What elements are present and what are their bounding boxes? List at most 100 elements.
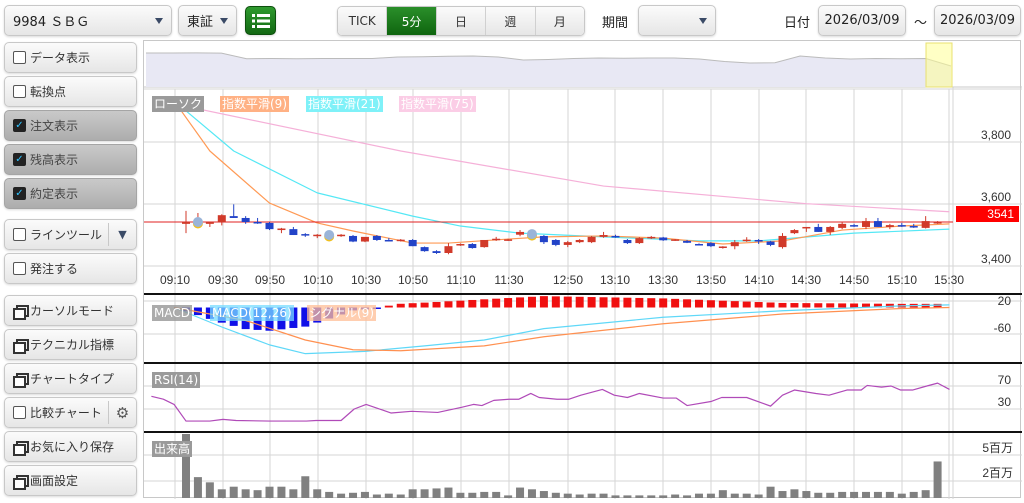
sidebar-item-label: 画面設定	[30, 474, 79, 488]
execution-marker	[192, 217, 203, 227]
chart-area[interactable]: 09:10 09:30 09:50 10:10 10:30 10:50 11:10 11:30…	[143, 40, 1022, 499]
volume-bar	[360, 491, 369, 498]
date-from-input[interactable]: 2026/03/09	[818, 5, 906, 36]
volume-bar	[289, 489, 298, 498]
toggle-execution-display[interactable]: ✓ 約定表示	[4, 178, 137, 209]
macd-histogram-bar	[826, 303, 835, 308]
line-tool-dropdown-icon[interactable]: ▼	[108, 223, 136, 246]
x-tick-label: 12:50	[553, 273, 583, 287]
candle-body	[814, 226, 823, 232]
checkbox-icon	[13, 262, 26, 275]
save-favorite-button[interactable]: お気に入り保存	[4, 431, 137, 462]
volume-bar	[921, 490, 930, 498]
candle-body	[599, 235, 608, 237]
volume-bar	[706, 493, 715, 498]
candle-body	[683, 240, 692, 243]
legend-rsi: RSI(14)	[152, 372, 201, 388]
volume-bar	[205, 482, 214, 498]
screen-settings-button[interactable]: 画面設定	[4, 465, 137, 496]
toggle-place-order[interactable]: 発注する	[4, 253, 137, 284]
date-to-input[interactable]: 2026/03/09	[934, 5, 1021, 36]
ema75-line	[173, 103, 950, 213]
toggle-compare-chart[interactable]: 比較チャート ⚙	[4, 397, 137, 428]
macd-histogram-bar	[539, 296, 548, 308]
rsi-tick-label: 70	[998, 373, 1012, 387]
candle-body	[265, 222, 274, 230]
legend-ema9: 指数平滑(9)	[220, 96, 289, 112]
candle-body	[838, 223, 847, 228]
symbol-select[interactable]: 9984 ＳＢＧ	[4, 5, 172, 36]
sidebar-item-label: 転換点	[30, 85, 67, 99]
legend-signal: シグナル(9)	[307, 305, 376, 321]
toggle-turning-points[interactable]: 転換点	[4, 76, 137, 107]
volume-bar	[778, 491, 787, 498]
volume-bar	[325, 491, 334, 498]
x-tick-label: 10:30	[351, 273, 381, 287]
macd-histogram-bar	[408, 303, 417, 308]
candle-body	[277, 228, 286, 231]
x-tick-label: 10:10	[303, 273, 333, 287]
sidebar-item-label: 注文表示	[30, 119, 79, 133]
current-price-label: 3541	[987, 207, 1014, 221]
tab-week[interactable]: 週	[486, 7, 536, 35]
tab-tick[interactable]: TICK	[338, 7, 388, 35]
navigator[interactable]	[146, 42, 953, 88]
volume-bar	[492, 491, 501, 498]
macd-histogram-bar	[611, 297, 620, 308]
sidebar-item-label: カーソルモード	[30, 304, 115, 318]
macd-histogram-bar	[659, 298, 668, 308]
toggle-order-display[interactable]: ✓ 注文表示	[4, 110, 137, 141]
candle-body	[790, 230, 799, 234]
volume-bar	[683, 495, 692, 498]
macd-histogram-bar	[766, 302, 775, 308]
technical-indicators-button[interactable]: テクニカル指標	[4, 329, 137, 360]
macd-histogram-bar	[862, 303, 871, 308]
volume-bar	[265, 486, 274, 498]
sidebar-item-label: テクニカル指標	[30, 338, 115, 352]
tab-5min[interactable]: 5分	[387, 7, 437, 35]
macd-histogram-bar	[647, 298, 656, 308]
toggle-data-display[interactable]: データ表示	[4, 42, 137, 73]
macd-histogram-bar	[384, 305, 393, 308]
macd-histogram-bar	[623, 297, 632, 308]
volume-bar	[456, 492, 465, 498]
tab-month[interactable]: 月	[535, 7, 584, 35]
macd-histogram-bar	[516, 297, 525, 308]
tab-day[interactable]: 日	[436, 7, 487, 35]
macd-histogram-bar	[301, 307, 310, 327]
toggle-position-display[interactable]: ✓ 残高表示	[4, 144, 137, 175]
sidebar-item-label: 比較チャート	[30, 406, 102, 420]
candle-body	[718, 246, 727, 248]
period-select[interactable]	[638, 5, 716, 36]
window-icon	[13, 474, 29, 490]
chart-type-button[interactable]: チャートタイプ	[4, 363, 137, 394]
navigator-window-handle[interactable]	[925, 42, 953, 88]
candle-body	[217, 215, 226, 222]
x-tick-label: 13:10	[600, 273, 630, 287]
current-price-tag	[956, 206, 1019, 222]
macd-line	[173, 304, 950, 355]
macd-histogram-bar	[683, 299, 692, 308]
legend-ema75: 指数平滑(75)	[399, 96, 476, 112]
gear-icon[interactable]: ⚙	[108, 401, 136, 424]
x-tick-label: 09:30	[208, 273, 238, 287]
list-icon	[251, 13, 270, 28]
cursor-mode-button[interactable]: カーソルモード	[4, 295, 137, 326]
candle-body	[372, 235, 381, 240]
sidebar-item-label: 約定表示	[30, 187, 79, 201]
symbol-value: 9984 ＳＢＧ	[13, 15, 90, 30]
macd-histogram-bar	[527, 296, 536, 308]
chevron-down-icon	[220, 17, 228, 24]
navigator-area	[146, 52, 951, 87]
checkbox-checked-icon: ✓	[13, 119, 26, 132]
volume-bar	[659, 495, 668, 498]
volume-bar	[587, 493, 596, 498]
market-select[interactable]: 東証	[178, 5, 237, 36]
macd-histogram-bar	[468, 299, 477, 308]
macd-histogram-bar	[754, 302, 763, 308]
volume-bar	[480, 491, 489, 498]
volume-bar	[253, 490, 262, 498]
toggle-line-tool[interactable]: ラインツール ▼	[4, 219, 137, 250]
volume-bar	[718, 490, 727, 498]
list-menu-button[interactable]	[245, 6, 276, 35]
